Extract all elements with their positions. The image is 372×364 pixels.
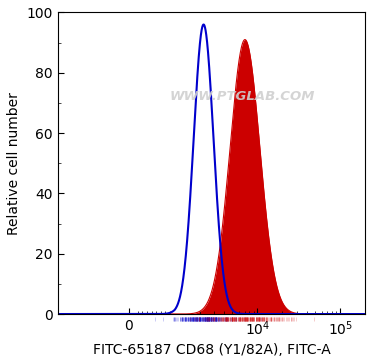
Text: WWW.PTGLAB.COM: WWW.PTGLAB.COM bbox=[169, 90, 315, 103]
X-axis label: FITC-65187 CD68 (Y1/82A), FITC-A: FITC-65187 CD68 (Y1/82A), FITC-A bbox=[93, 343, 330, 357]
Y-axis label: Relative cell number: Relative cell number bbox=[7, 92, 21, 235]
